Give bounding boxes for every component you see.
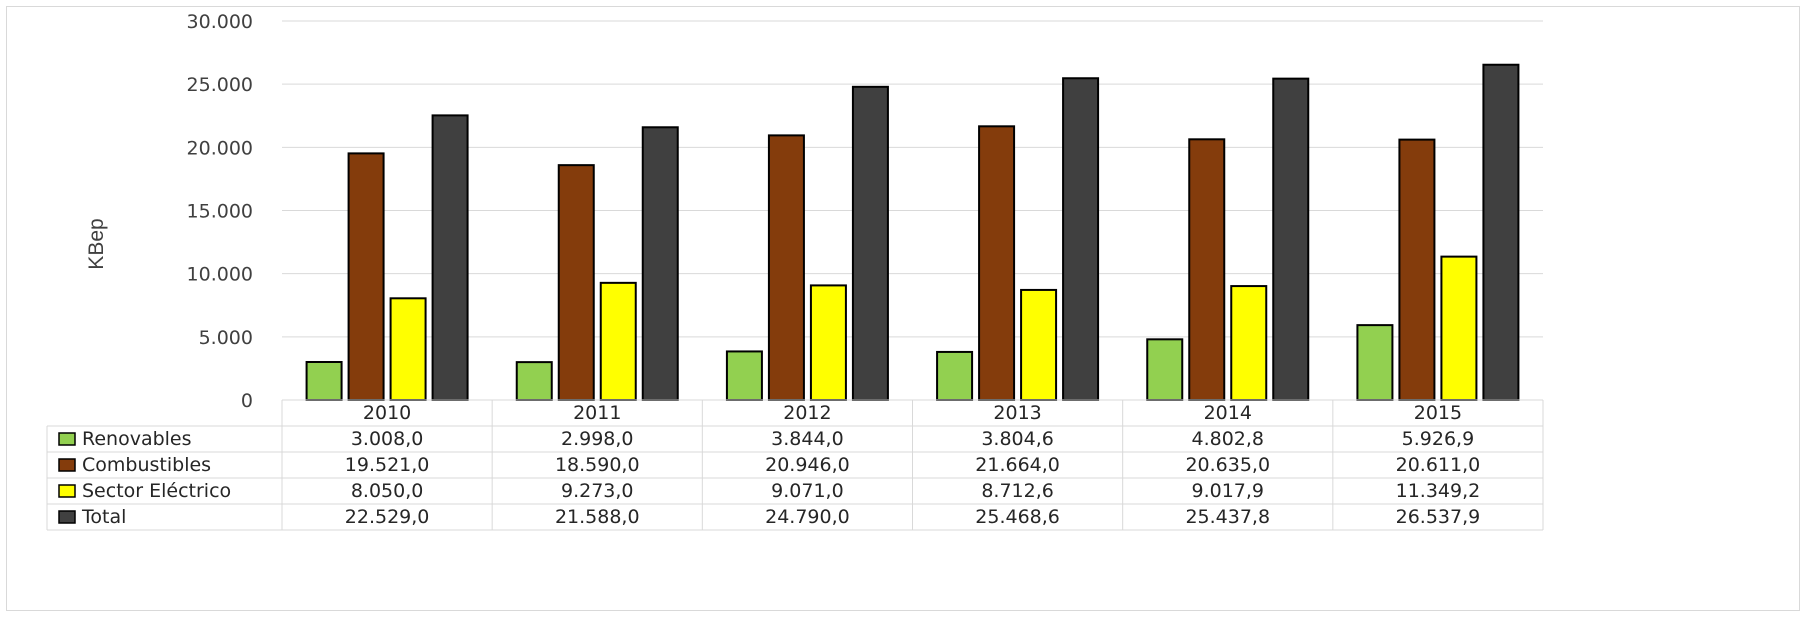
legend-entry: Renovables [82, 428, 192, 450]
bar-renovables-2010 [305, 360, 343, 401]
y-tick-label: 20.000 [187, 137, 253, 159]
data-label: 20.635,0 [1185, 454, 1270, 476]
legend-swatch [58, 510, 76, 524]
bar-sector-eléctrico-2011 [599, 281, 637, 402]
bar-renovables-2012 [725, 350, 763, 402]
bar-renovables-2014 [1146, 338, 1184, 401]
x-tick-label: 2010 [363, 402, 411, 424]
bar-combustibles-2015 [1398, 138, 1436, 401]
bar-total-2013 [1062, 77, 1100, 402]
bar-sector-eléctrico-2014 [1230, 285, 1268, 401]
y-axis-ticks: 0 5.000 10.000 15.000 20.000 25.000 30.000 [187, 11, 253, 412]
x-tick-label: 2015 [1414, 402, 1462, 424]
legend-entry: Total [81, 506, 126, 528]
data-label: 9.273,0 [561, 480, 634, 502]
data-label: 25.437,8 [1185, 506, 1270, 528]
legend-swatch [58, 458, 76, 472]
bar-sector-eléctrico-2015 [1440, 255, 1478, 401]
data-label: 5.926,9 [1402, 428, 1475, 450]
bar-combustibles-2012 [767, 134, 805, 401]
bar-total-2011 [641, 126, 679, 401]
legend-entry: Sector Eléctrico [82, 480, 231, 502]
data-label: 3.844,0 [771, 428, 844, 450]
bar-sector-eléctrico-2012 [809, 284, 847, 402]
x-tick-label: 2014 [1204, 402, 1252, 424]
y-tick-label: 30.000 [187, 11, 253, 33]
bar-combustibles-2014 [1188, 138, 1226, 402]
legend-entry: Combustibles [82, 454, 211, 476]
data-label: 21.664,0 [975, 454, 1060, 476]
data-label: 19.521,0 [345, 454, 430, 476]
y-tick-label: 25.000 [187, 74, 253, 96]
data-label: 26.537,9 [1396, 506, 1481, 528]
legend-swatch [58, 484, 76, 498]
bar-total-2014 [1272, 77, 1310, 401]
bar-total-2015 [1482, 63, 1520, 402]
data-label: 20.611,0 [1396, 454, 1481, 476]
bar-total-2010 [431, 114, 469, 401]
data-label: 22.529,0 [345, 506, 430, 528]
bar-combustibles-2010 [347, 152, 385, 401]
chart-frame [6, 6, 1800, 611]
data-label: 2.998,0 [561, 428, 634, 450]
data-label: 11.349,2 [1396, 480, 1481, 502]
data-label: 18.590,0 [555, 454, 640, 476]
x-tick-label: 2012 [783, 402, 831, 424]
bar-combustibles-2013 [978, 125, 1016, 402]
data-label: 8.712,6 [981, 480, 1054, 502]
y-tick-label: 15.000 [187, 201, 253, 223]
x-tick-label: 2013 [993, 402, 1041, 424]
y-tick-label: 0 [241, 390, 253, 412]
x-tick-label: 2011 [573, 402, 621, 424]
bar-combustibles-2011 [557, 164, 595, 401]
bar-sector-eléctrico-2013 [1020, 288, 1058, 401]
bars [305, 63, 1520, 402]
legend-swatch [58, 432, 76, 446]
bar-renovables-2013 [936, 350, 974, 401]
data-table: 2010 2011 2012 2013 2014 2015 Renovables 3.008,… [46, 399, 1544, 531]
data-label: 24.790,0 [765, 506, 850, 528]
bar-renovables-2011 [515, 361, 553, 402]
y-tick-label: 5.000 [199, 327, 253, 349]
bar-renovables-2015 [1356, 324, 1394, 402]
data-label: 25.468,6 [975, 506, 1060, 528]
data-label: 8.050,0 [351, 480, 424, 502]
data-label: 20.946,0 [765, 454, 850, 476]
y-axis-label: KBep [85, 218, 108, 269]
data-label: 9.017,9 [1191, 480, 1264, 502]
bar-sector-eléctrico-2010 [389, 297, 427, 401]
bar-total-2012 [851, 85, 889, 401]
y-tick-label: 10.000 [187, 264, 253, 286]
data-label: 4.802,8 [1191, 428, 1264, 450]
data-label: 9.071,0 [771, 480, 844, 502]
data-label: 3.804,6 [981, 428, 1054, 450]
data-label: 3.008,0 [351, 428, 424, 450]
data-label: 21.588,0 [555, 506, 640, 528]
gridlines [282, 20, 1543, 401]
